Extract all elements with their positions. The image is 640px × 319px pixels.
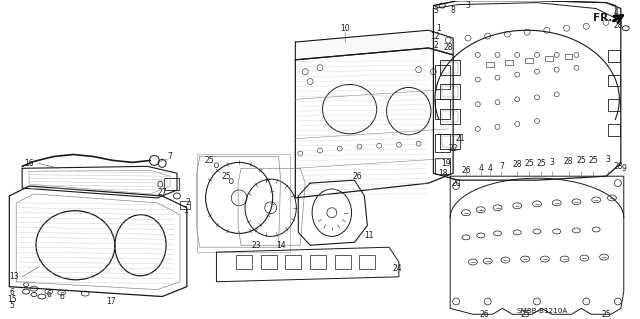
Text: 8: 8 — [451, 6, 456, 15]
Bar — [440, 109, 460, 124]
Text: 4: 4 — [478, 164, 483, 173]
Text: 19: 19 — [442, 159, 451, 168]
Text: 2: 2 — [433, 41, 438, 49]
Text: 26: 26 — [353, 172, 362, 181]
Bar — [442, 62, 458, 73]
Text: 6: 6 — [10, 288, 15, 297]
Bar — [545, 56, 553, 61]
Text: 25: 25 — [524, 159, 534, 168]
Text: 3: 3 — [465, 1, 470, 10]
Text: 28: 28 — [613, 162, 623, 171]
Bar — [608, 50, 620, 62]
Text: 26: 26 — [480, 310, 490, 319]
Text: 5: 5 — [10, 301, 15, 310]
Bar — [442, 86, 458, 97]
Bar — [435, 65, 450, 89]
Text: 1: 1 — [184, 206, 188, 215]
Bar — [564, 54, 573, 59]
Text: 23: 23 — [251, 241, 260, 250]
Text: 25: 25 — [205, 156, 214, 165]
Text: 25: 25 — [588, 156, 598, 165]
Text: 9: 9 — [621, 164, 626, 173]
Polygon shape — [295, 30, 453, 60]
Text: 7: 7 — [499, 162, 504, 171]
Bar — [442, 111, 458, 122]
Text: 26: 26 — [461, 166, 471, 175]
Text: 1: 1 — [436, 24, 441, 33]
Text: 2: 2 — [186, 198, 190, 207]
Text: 4: 4 — [487, 164, 492, 173]
Text: 17: 17 — [106, 297, 116, 306]
Text: 3: 3 — [433, 6, 438, 15]
Text: 11: 11 — [365, 231, 374, 240]
Bar — [360, 255, 375, 269]
Text: 14: 14 — [276, 241, 285, 250]
Text: 28: 28 — [564, 157, 573, 166]
Bar — [236, 255, 252, 269]
Text: 25: 25 — [536, 159, 546, 168]
Bar — [440, 60, 460, 75]
Bar — [435, 134, 450, 152]
Bar — [285, 255, 301, 269]
Text: 6: 6 — [46, 290, 51, 299]
Bar — [525, 58, 533, 63]
Bar — [608, 99, 620, 111]
Text: FR.: FR. — [593, 13, 612, 23]
Text: 6: 6 — [59, 292, 64, 301]
Text: 3: 3 — [605, 155, 611, 164]
Bar — [486, 62, 493, 67]
Text: 3: 3 — [549, 158, 554, 167]
Text: 10: 10 — [340, 24, 349, 33]
Text: 12: 12 — [431, 32, 440, 41]
Text: 24: 24 — [392, 264, 402, 273]
Bar — [180, 201, 190, 209]
Text: 15: 15 — [8, 295, 17, 304]
Text: 22: 22 — [449, 144, 458, 153]
Bar — [608, 75, 620, 86]
Bar — [164, 178, 179, 190]
Bar — [196, 153, 291, 252]
Bar — [310, 255, 326, 269]
Text: 25: 25 — [221, 172, 231, 181]
Text: 25: 25 — [601, 310, 611, 319]
Text: 25: 25 — [577, 156, 586, 165]
Bar — [435, 99, 450, 119]
Bar — [261, 255, 276, 269]
Text: 16: 16 — [24, 159, 34, 168]
Text: 7: 7 — [168, 152, 173, 161]
Bar — [608, 124, 620, 136]
Text: SM8B-B1210A: SM8B-B1210A — [516, 308, 568, 314]
Text: 20: 20 — [451, 179, 461, 188]
Bar — [335, 255, 351, 269]
Text: 28: 28 — [444, 43, 453, 53]
Bar — [435, 159, 450, 174]
Bar — [506, 60, 513, 65]
Text: 4: 4 — [614, 8, 618, 17]
Text: 28: 28 — [513, 160, 522, 169]
Text: 18: 18 — [438, 169, 448, 178]
Bar — [442, 136, 458, 147]
Bar — [440, 134, 460, 149]
Text: 25: 25 — [520, 310, 530, 319]
Text: 28: 28 — [613, 21, 623, 30]
Text: 13: 13 — [10, 272, 19, 281]
Bar — [440, 85, 460, 99]
Text: 21: 21 — [455, 134, 465, 143]
Text: 27: 27 — [157, 189, 167, 197]
